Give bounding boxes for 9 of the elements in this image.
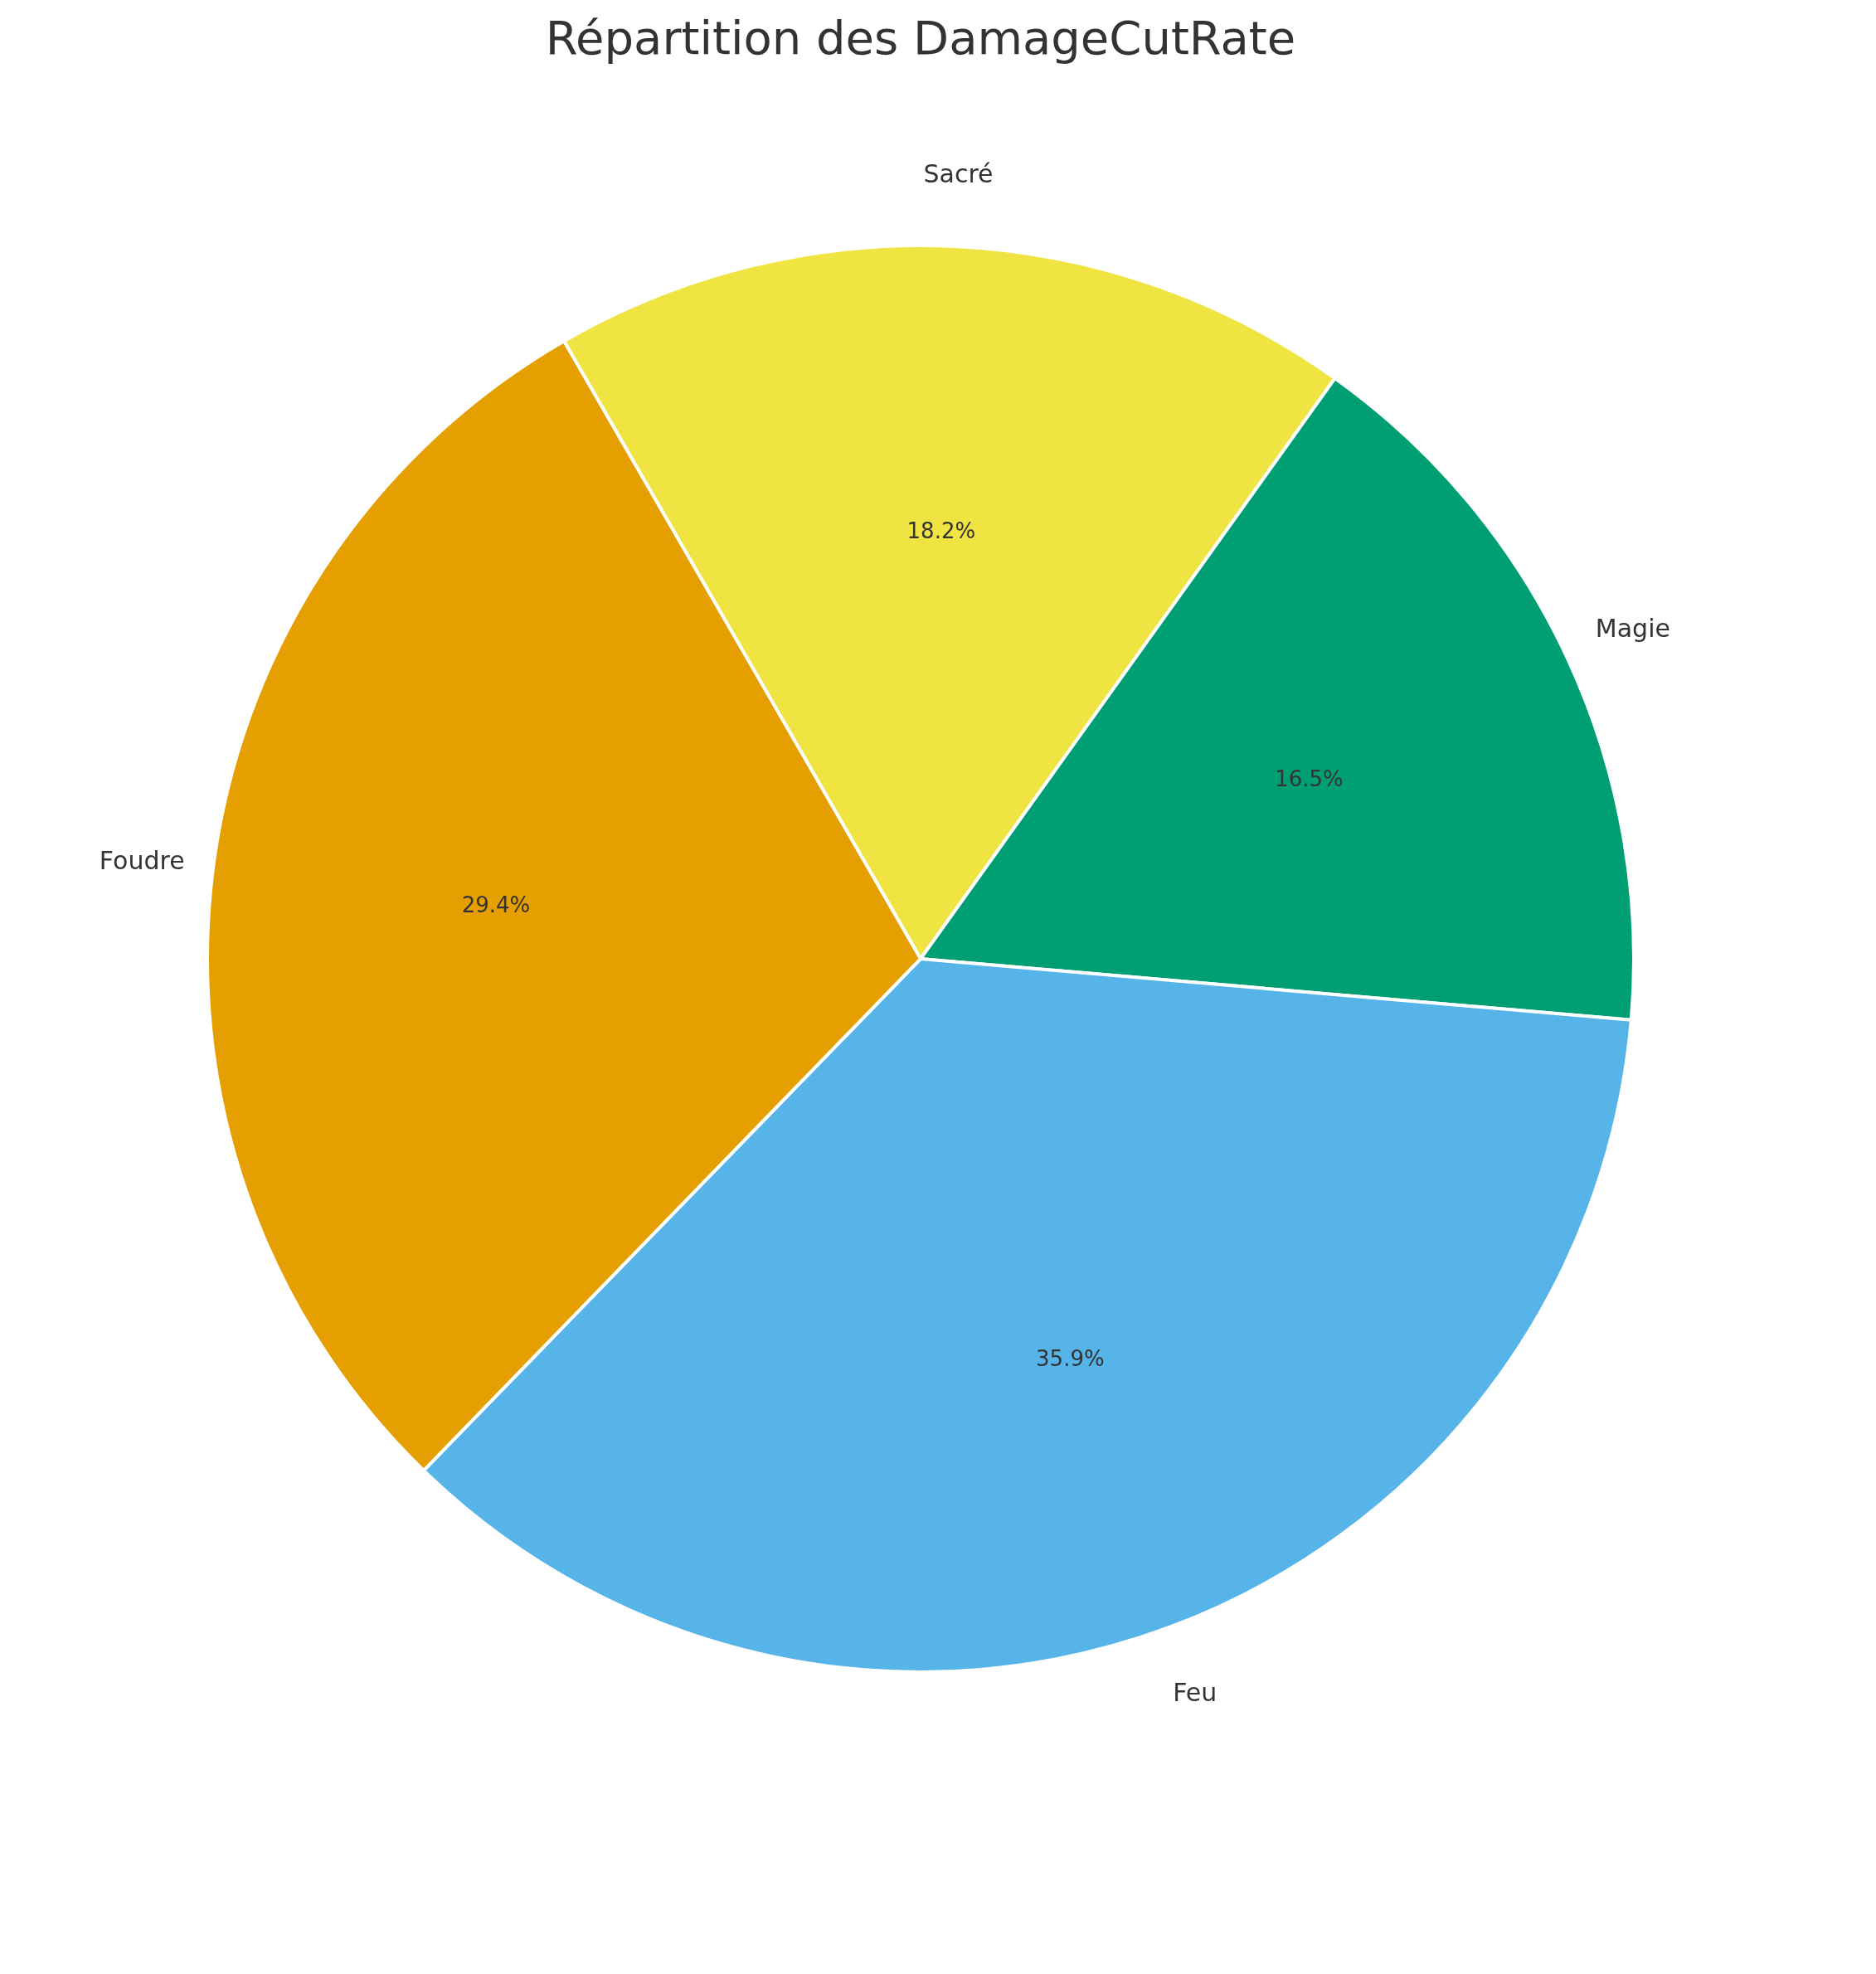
slice-label: Sacré <box>923 159 994 189</box>
slice-label: Magie <box>1595 614 1670 644</box>
slice-label: Foudre <box>99 846 185 876</box>
data-label: 29.4% <box>461 892 531 918</box>
data-label: 35.9% <box>1036 1346 1105 1372</box>
data-label: 16.5% <box>1275 766 1344 791</box>
chart-title: Répartition des DamageCutRate <box>545 11 1296 65</box>
slice-label: Feu <box>1173 1678 1217 1708</box>
data-label: 18.2% <box>906 518 976 543</box>
